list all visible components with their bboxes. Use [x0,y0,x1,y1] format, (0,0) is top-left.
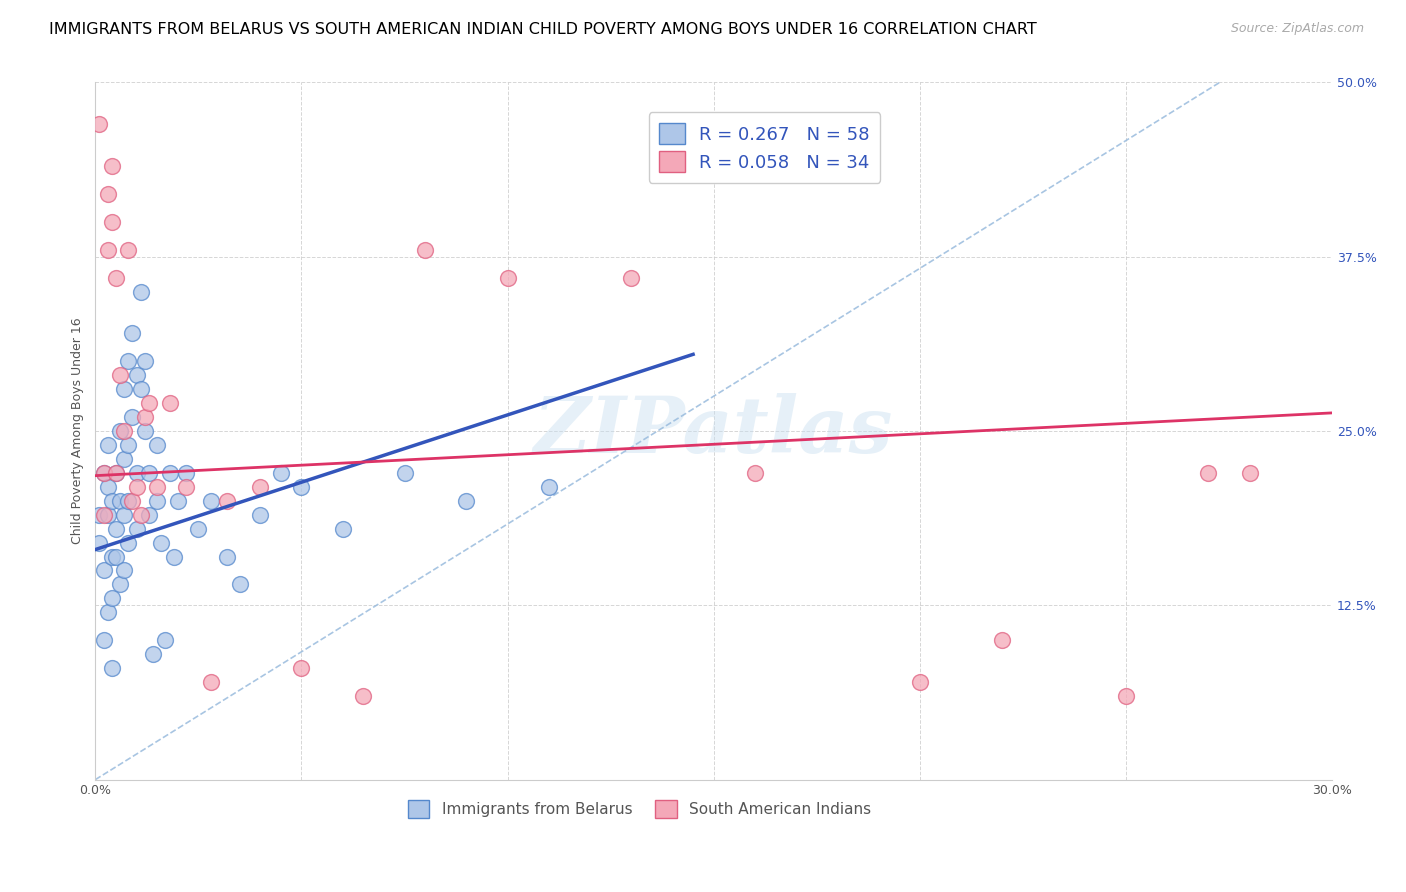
Point [138,396,160,410]
Point [249,480,271,494]
Point [125,522,148,536]
Point [159,396,181,410]
Point [352,689,374,703]
Point [89,508,111,522]
Point [97,480,120,494]
Point [146,438,169,452]
Point [163,549,186,564]
Text: Source: ZipAtlas.com: Source: ZipAtlas.com [1230,22,1364,36]
Point [200,675,222,690]
Point [1239,466,1261,480]
Point [456,493,478,508]
Point [101,549,124,564]
Point [104,466,127,480]
Point [1197,466,1219,480]
Point [108,493,131,508]
Point [125,368,148,383]
Point [97,605,120,619]
Point [121,493,143,508]
Point [129,285,152,299]
Point [134,424,156,438]
Point [270,466,292,480]
Point [991,633,1014,648]
Point [290,480,312,494]
Point [104,270,127,285]
Point [1115,689,1137,703]
Point [187,522,209,536]
Point [97,438,120,452]
Text: IMMIGRANTS FROM BELARUS VS SOUTH AMERICAN INDIAN CHILD POVERTY AMONG BOYS UNDER : IMMIGRANTS FROM BELARUS VS SOUTH AMERICA… [49,22,1038,37]
Point [97,243,120,257]
Point [93,466,115,480]
Point [104,466,127,480]
Point [101,159,124,173]
Point [112,451,135,466]
Point [93,564,115,578]
Point [101,661,124,675]
Point [117,493,139,508]
Legend: Immigrants from Belarus, South American Indians: Immigrants from Belarus, South American … [402,795,877,824]
Point [217,549,239,564]
Point [413,243,436,257]
Point [93,508,115,522]
Point [101,591,124,606]
Point [117,354,139,368]
Point [121,410,143,425]
Point [134,410,156,425]
Point [112,424,135,438]
Point [97,508,120,522]
Point [249,508,271,522]
Point [146,480,169,494]
Point [129,508,152,522]
Point [121,326,143,341]
Text: ZIPatlas: ZIPatlas [534,392,893,469]
Point [394,466,416,480]
Point [101,493,124,508]
Point [174,466,197,480]
Point [97,186,120,201]
Point [117,438,139,452]
Point [290,661,312,675]
Point [104,549,127,564]
Point [104,522,127,536]
Point [620,270,643,285]
Point [908,675,931,690]
Point [112,508,135,522]
Point [125,480,148,494]
Point [159,466,181,480]
Point [228,577,250,591]
Point [125,466,148,480]
Point [155,633,177,648]
Point [89,117,111,131]
Point [166,493,188,508]
Point [117,535,139,549]
Point [146,493,169,508]
Point [150,535,173,549]
Point [101,215,124,229]
Point [200,493,222,508]
Point [174,480,197,494]
Point [108,424,131,438]
Point [496,270,519,285]
Y-axis label: Child Poverty Among Boys Under 16: Child Poverty Among Boys Under 16 [72,318,84,544]
Point [108,368,131,383]
Point [112,382,135,396]
Point [744,466,766,480]
Point [138,508,160,522]
Point [93,466,115,480]
Point [138,466,160,480]
Point [112,564,135,578]
Point [108,577,131,591]
Point [129,382,152,396]
Point [134,354,156,368]
Point [332,522,354,536]
Point [142,647,165,661]
Point [217,493,239,508]
Point [93,633,115,648]
Point [89,535,111,549]
Point [117,243,139,257]
Point [537,480,560,494]
